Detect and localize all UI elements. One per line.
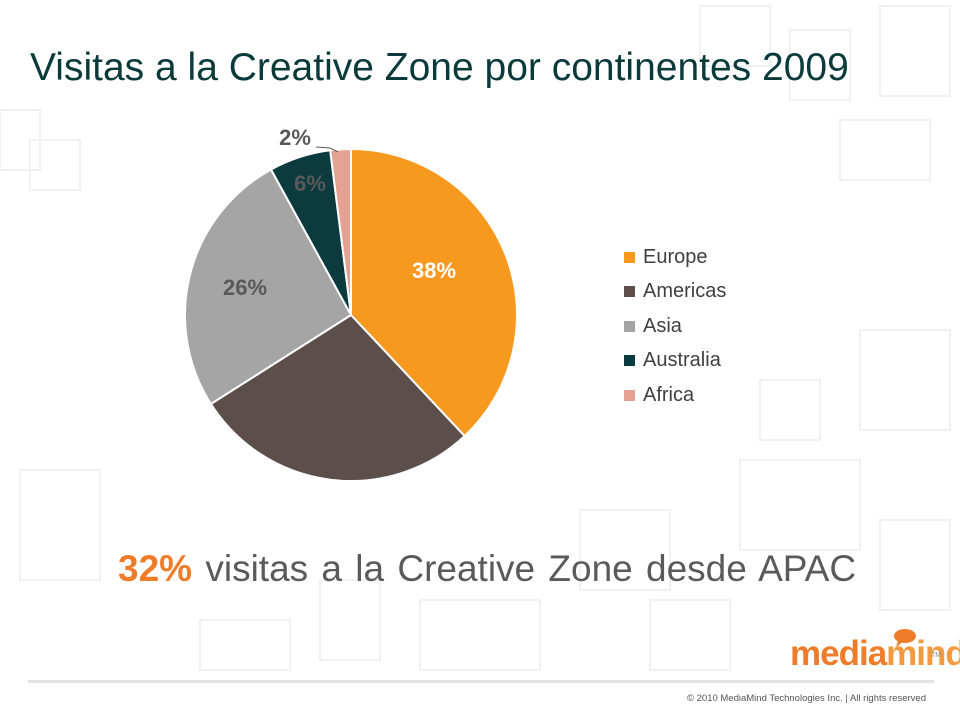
apac-percent: 32% xyxy=(118,548,193,589)
data-label-asia: 26% xyxy=(223,275,267,300)
data-label-africa: 2% xyxy=(279,125,311,150)
legend-swatch-asia xyxy=(624,320,635,332)
speech-bubble-icon xyxy=(894,629,916,647)
legend-item-asia: Asia xyxy=(624,309,726,344)
legend-item-australia: Australia xyxy=(624,344,726,379)
apac-summary-text: visitas a la Creative Zone desde APAC xyxy=(192,548,857,589)
legend-label-asia: Asia xyxy=(643,314,682,337)
legend-swatch-africa xyxy=(624,389,635,401)
legend-label-americas: Americas xyxy=(643,280,727,303)
pie-slice-asia xyxy=(183,168,353,406)
legend-item-africa: Africa xyxy=(624,378,726,413)
copyright-notice: © 2010 MediaMind Technologies Inc. | All… xyxy=(686,693,926,704)
legend-label-africa: Africa xyxy=(643,383,695,406)
legend-label-europe: Europe xyxy=(643,245,708,268)
pie-slice-europe xyxy=(350,147,518,438)
trademark: TM xyxy=(931,652,942,659)
chart-legend: Europe Americas Asia Australia Africa xyxy=(624,240,726,413)
slide-title: Visitas a la Creative Zone por continent… xyxy=(30,46,849,89)
data-label-europe: 38% xyxy=(412,258,456,283)
legend-swatch-australia xyxy=(624,355,635,367)
footer-divider xyxy=(28,680,934,683)
legend-item-europe: Europe xyxy=(624,240,726,275)
apac-summary: 32% visitas a la Creative Zone desde APA… xyxy=(118,548,856,590)
legend-swatch-europe xyxy=(624,251,635,263)
leader-line-africa xyxy=(315,146,339,153)
legend-label-australia: Australia xyxy=(643,349,721,372)
legend-swatch-americas xyxy=(624,286,635,298)
legend-item-americas: Americas xyxy=(624,275,726,310)
logo-media: media xyxy=(790,634,887,673)
data-label-australia: 6% xyxy=(294,171,326,196)
mediamind-logo: mediamind TM xyxy=(790,629,960,674)
pie-slice-africa xyxy=(329,147,352,316)
pie-slice-americas xyxy=(209,313,467,482)
